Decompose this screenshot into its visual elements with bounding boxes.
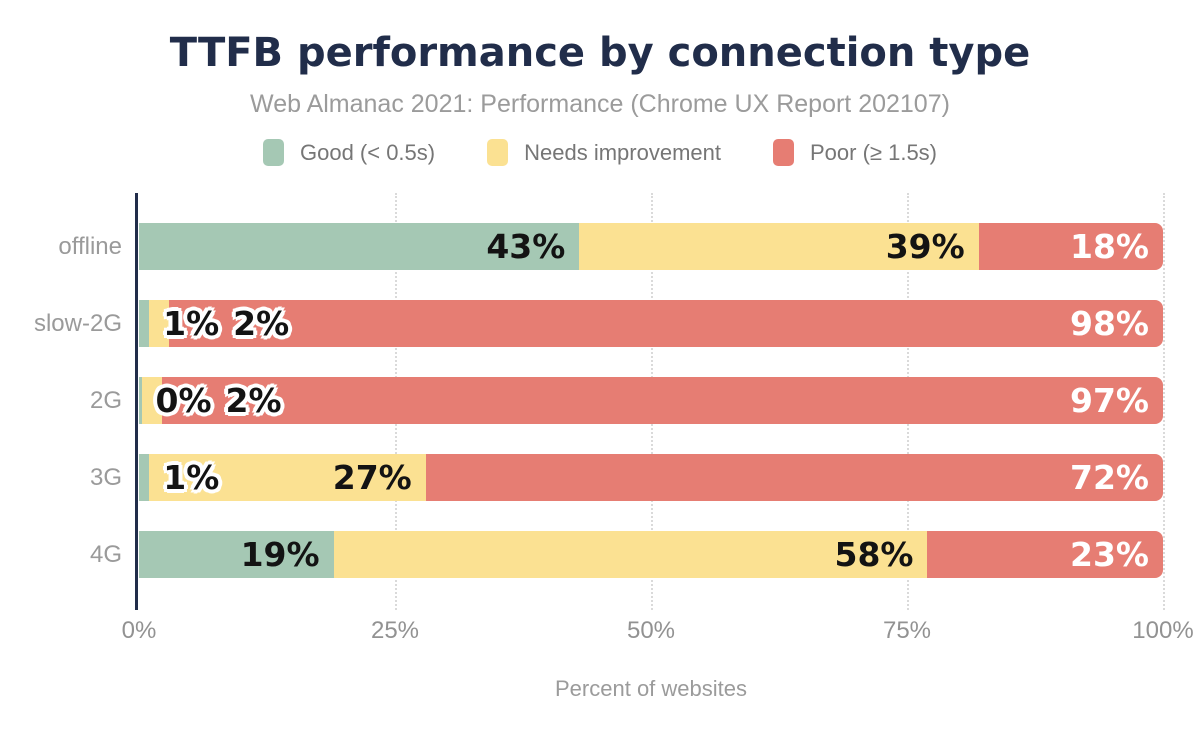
legend-item-good: Good (< 0.5s) (262, 139, 436, 166)
legend-swatch-good (262, 139, 284, 166)
plot-area: 43% 39% 18% 1% 2% 98% 0% 2% 97% 1% 27% 72% 19% 58% 23% (139, 193, 1165, 610)
bar-segment-4G-poor (927, 531, 1163, 578)
bar-row-2G: 0% 2% 97% (139, 377, 1163, 424)
x-tick-100: 100% (1132, 617, 1194, 644)
bar-value-offline-poor: 18% (1070, 227, 1149, 266)
bar-value-2G-poor: 97% (1070, 381, 1149, 420)
bar-value-3G-good: 1% (163, 458, 220, 497)
bar-value-4G-good: 19% (240, 535, 320, 574)
bar-value-slow-2G-good: 1% (163, 304, 220, 343)
legend-label: Needs improvement (524, 139, 721, 165)
bar-value-3G-poor: 72% (1070, 458, 1149, 497)
bar-segment-3G-poor (425, 454, 1163, 501)
bar-value-2G-good: 0% (155, 381, 212, 420)
gridline-100 (1163, 193, 1165, 610)
bar-segment-slow-2G-good (139, 300, 150, 347)
bar-value-slow-2G-needs-improvement: 2% (233, 304, 290, 343)
bar-value-3G-needs-improvement: 27% (332, 458, 412, 497)
x-tick-25: 25% (370, 617, 420, 644)
bar-value-4G-poor: 23% (1070, 535, 1149, 574)
category-label-slow-2G: slow-2G (33, 310, 122, 337)
bar-segment-2G-poor (162, 377, 1163, 424)
bar-row-4G: 19% 58% 23% (139, 531, 1163, 578)
category-label-4G: 4G (89, 541, 122, 568)
bar-value-2G-needs-improvement: 2% (225, 381, 282, 420)
bar-value-4G-needs-improvement: 58% (834, 535, 914, 574)
legend-item-needs-improvement: Needs improvement (487, 139, 721, 166)
bar-segment-offline-needs-improvement (579, 223, 979, 270)
bar-segment-4G-good (139, 531, 334, 578)
bar-segment-offline-good (139, 223, 580, 270)
legend: Good (< 0.5s) Needs improvement Poor (≥ 1.… (0, 139, 1200, 166)
bar-value-offline-needs-improvement: 39% (885, 227, 965, 266)
chart-title: TTFB performance by connection type (169, 30, 1031, 76)
x-tick-0: 0% (121, 617, 157, 644)
bar-value-offline-good: 43% (486, 227, 566, 266)
bar-segment-4G-needs-improvement (333, 531, 928, 578)
bar-row-3G: 1% 27% 72% (139, 454, 1163, 501)
bar-segment-3G-good (139, 454, 150, 501)
legend-item-poor: Poor (≥ 1.5s) (773, 139, 937, 166)
category-label-offline: offline (58, 233, 122, 260)
legend-label: Good (< 0.5s) (299, 139, 436, 165)
bar-segment-2G-good (139, 377, 142, 424)
bar-value-slow-2G-poor: 98% (1070, 304, 1149, 343)
bar-row-offline: 43% 39% 18% (139, 223, 1163, 270)
bar-row-slow-2G: 1% 2% 98% (139, 300, 1163, 347)
bar-segment-slow-2G-needs-improvement (149, 300, 170, 347)
chart-subtitle: Web Almanac 2021: Performance (Chrome UX… (250, 90, 950, 118)
x-tick-75: 75% (882, 617, 932, 644)
x-axis-title: Percent of websites (555, 676, 747, 701)
y-axis-line (135, 193, 138, 610)
category-label-2G: 2G (89, 387, 122, 414)
bar-segment-offline-poor (978, 223, 1163, 270)
bar-segment-2G-needs-improvement (141, 377, 163, 424)
legend-label: Poor (≥ 1.5s) (810, 139, 938, 165)
bar-segment-slow-2G-poor (169, 300, 1163, 347)
bar-segment-3G-needs-improvement (149, 454, 426, 501)
legend-swatch-poor (773, 139, 794, 166)
category-label-3G: 3G (89, 464, 122, 491)
legend-swatch-needs-improvement (487, 139, 509, 166)
x-tick-50: 50% (626, 617, 676, 644)
